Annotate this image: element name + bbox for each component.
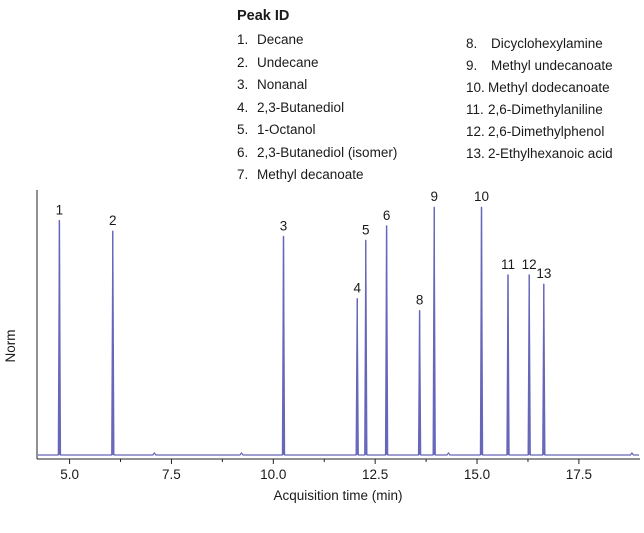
legend-item: 1. Decane (237, 32, 304, 47)
legend-item-number: 3. (237, 77, 249, 92)
legend-item: 10. Methyl dodecanoate (466, 80, 610, 95)
legend-item: 12. 2,6-Dimethylphenol (466, 124, 604, 139)
legend-item: 13. 2-Ethylhexanoic acid (466, 146, 613, 161)
legend-item: 4. 2,3-Butanediol (237, 100, 344, 115)
legend-item-label: Dicyclohexylamine (491, 36, 603, 51)
legend-item: 11. 2,6-Dimethylaniline (466, 102, 603, 117)
legend-item-label: 2,6-Dimethylaniline (488, 102, 603, 117)
legend-item-label: 2,3-Butanediol (isomer) (257, 144, 398, 160)
legend-item: 8. Dicyclohexylamine (466, 36, 603, 51)
x-tick-label: 17.5 (566, 467, 592, 482)
peak-label: 5 (362, 222, 370, 237)
legend-item-label: 2,3-Butanediol (257, 99, 345, 115)
x-ticks: 5.0 7.5 10.0 12.5 15.0 17.5 (60, 459, 592, 482)
legend-item-number: 4. (237, 99, 249, 115)
legend-item: 5. 1-Octanol (237, 122, 316, 137)
legend-item-number: 11. (466, 102, 484, 117)
legend-item: 7. Methyl decanoate (237, 167, 364, 182)
x-tick-label: 12.5 (362, 467, 388, 482)
legend-item: 2. Undecane (237, 55, 319, 70)
y-axis-title: Norm (3, 330, 18, 363)
legend-item-number: 9. (466, 58, 478, 73)
legend-item-label: 1-Octanol (257, 122, 316, 137)
peak-label: 13 (536, 266, 551, 281)
peak-label: 9 (430, 189, 438, 204)
peak-label: 8 (416, 293, 424, 308)
peak-id-legend: Peak ID 1. Decane 2. Undecane 3. Nonanal 4. 2,3… (0, 0, 644, 190)
legend-item-label: Decane (257, 32, 304, 47)
legend-item-number: 1. (237, 32, 249, 47)
legend-item-label: Methyl decanoate (257, 167, 364, 182)
legend-item: 6. 2,3-Butanediol (isomer) (237, 145, 397, 160)
legend-item-number: 8. (466, 36, 478, 51)
legend-item-number: 13. (466, 146, 485, 161)
legend-item-number: 5. (237, 122, 249, 137)
peak-label: 4 (353, 281, 361, 296)
legend-item-number: 2. (237, 54, 249, 70)
legend-item: 9. Methyl undecanoate (466, 58, 613, 73)
legend-item-number: 6. (237, 144, 249, 160)
x-tick-label: 10.0 (260, 467, 286, 482)
peak-label: 6 (383, 208, 391, 223)
legend-item-number: 12. (466, 124, 485, 139)
peak-label: 11 (501, 257, 515, 272)
chromatogram-trace (38, 206, 639, 456)
peak-label: 3 (280, 218, 288, 233)
legend-item-label: Methyl undecanoate (491, 58, 613, 73)
legend-item-label: Nonanal (257, 77, 308, 92)
legend-title: Peak ID (237, 8, 290, 24)
x-axis-title: Acquisition time (min) (273, 488, 402, 503)
legend-item-label: 2,6-Dimethylphenol (488, 124, 605, 139)
peak-label: 12 (522, 257, 537, 272)
x-tick-label: 7.5 (162, 467, 181, 482)
x-tick-label: 5.0 (60, 467, 79, 482)
legend-item-number: 7. (237, 167, 249, 182)
legend-item-label: Undecane (257, 54, 319, 70)
legend-item-number: 10. (466, 80, 485, 95)
legend-item-label: 2-Ethylhexanoic acid (488, 146, 613, 161)
peak-label: 2 (109, 213, 117, 228)
peak-label: 1 (56, 202, 64, 217)
axes (36, 190, 640, 460)
legend-item-label: Methyl dodecanoate (488, 80, 610, 95)
chromatogram-line (38, 206, 639, 456)
peak-label: 10 (474, 189, 489, 204)
x-tick-label: 15.0 (464, 467, 490, 482)
legend-item: 3. Nonanal (237, 77, 307, 92)
